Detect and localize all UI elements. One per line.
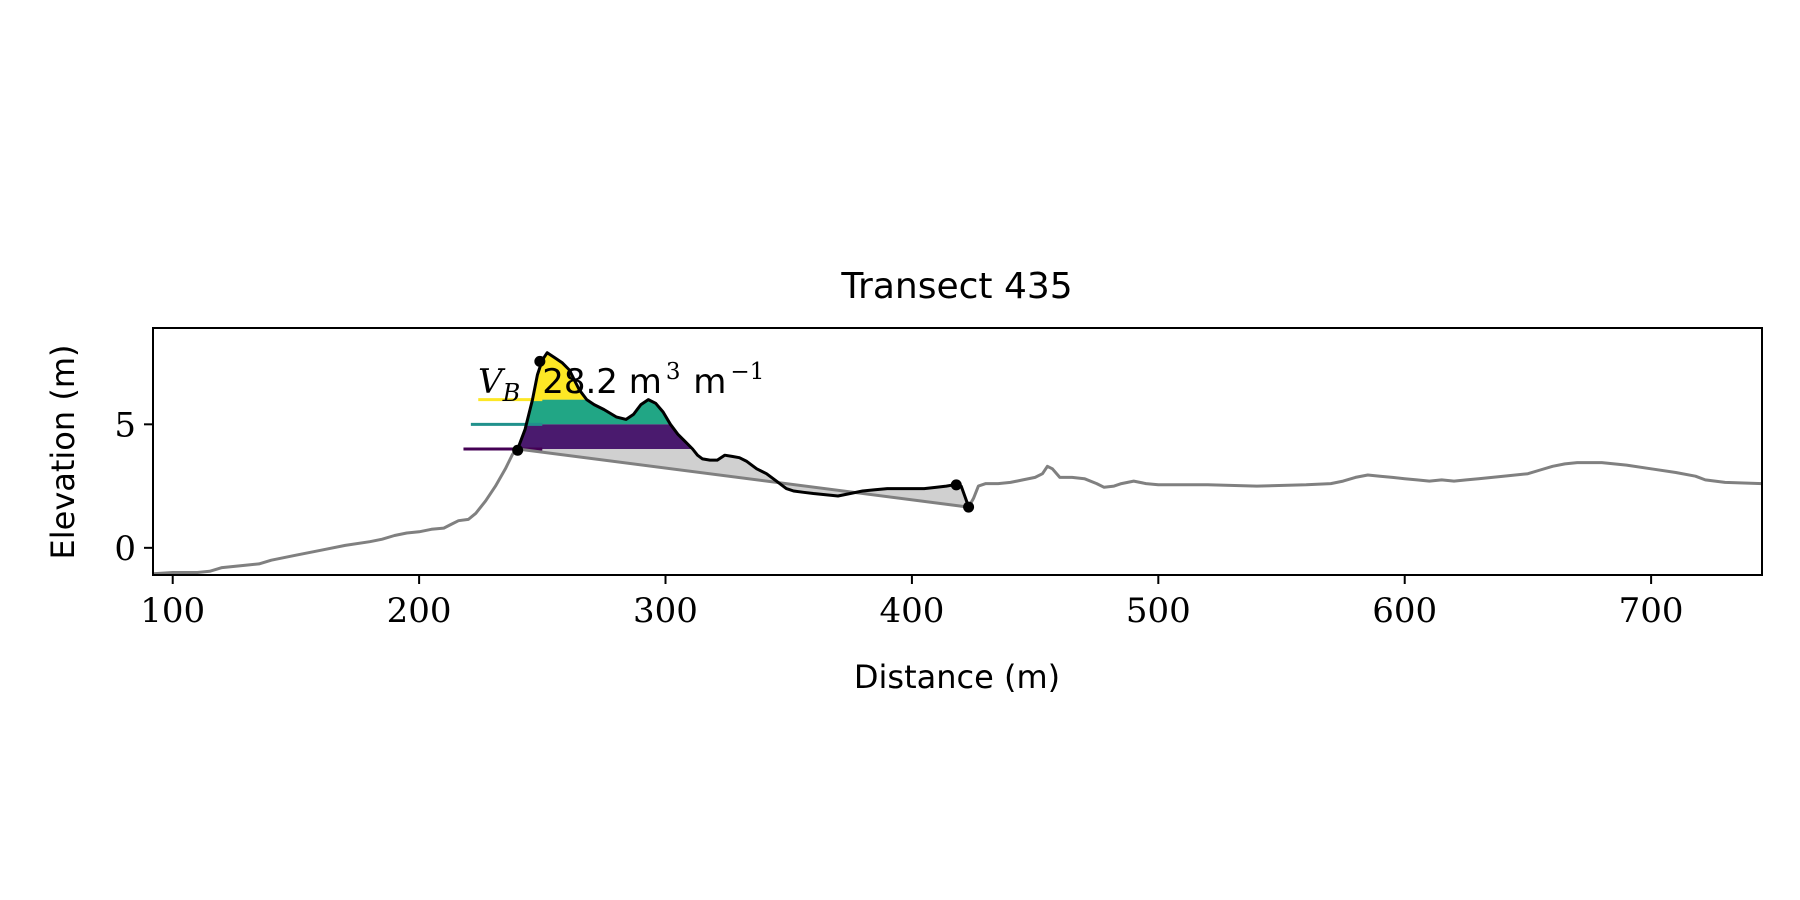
band-mid (526, 399, 670, 425)
annotation-sup-3: 3 (666, 359, 681, 385)
x-tick-label-700: 700 (1619, 591, 1684, 631)
x-tick-label-600: 600 (1372, 591, 1437, 631)
annotation-symbol: V (478, 362, 506, 402)
annotation-sup-minus1: −1 (730, 359, 764, 385)
chart-title: Transect 435 (840, 266, 1072, 307)
x-tick-label-500: 500 (1126, 591, 1191, 631)
band-low (518, 424, 692, 449)
y-axis-label: Elevation (m) (44, 345, 82, 560)
annotation-value: 28.2 m (542, 362, 662, 402)
x-axis-label: Distance (m) (854, 658, 1060, 696)
x-tick-label-400: 400 (879, 591, 944, 631)
dune-marker-2 (534, 355, 546, 367)
x-tick-label-300: 300 (633, 591, 698, 631)
transect-profile-line (153, 447, 1762, 575)
dune-marker-4 (963, 501, 975, 513)
band-high (533, 352, 587, 400)
plot-area (153, 351, 1762, 575)
axes: 100 200 300 400 500 600 700 0 5 (114, 405, 1683, 631)
dune-marker-3 (950, 479, 962, 491)
dune-marker-1 (512, 444, 524, 456)
y-tick-label-0: 0 (114, 529, 136, 569)
x-tick-label-100: 100 (140, 591, 205, 631)
y-tick-label-5: 5 (114, 405, 136, 445)
plot-frame (152, 327, 1763, 576)
x-tick-label-200: 200 (387, 591, 452, 631)
annotation-subscript: B (502, 379, 521, 407)
annotation-unit: m (682, 362, 726, 402)
dune-profile-line (516, 351, 971, 508)
